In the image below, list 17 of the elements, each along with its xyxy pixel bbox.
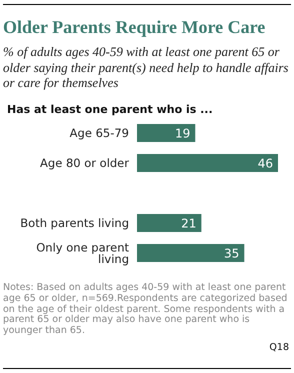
bar [137, 214, 202, 232]
y-tick-label: Only one parent living [36, 240, 130, 266]
y-tick-label: Age 65-79 [70, 126, 129, 140]
data-label: 46 [258, 156, 273, 170]
text: Q18 [269, 342, 289, 353]
bar [137, 154, 278, 172]
y-tick-label: Both parents living [20, 216, 129, 230]
chart-subtitle: % of adults ages 40-59 with at least one parent 65 or older saying their parent(s) need help to handle affairs or care for themselves [3, 44, 290, 90]
text: Has at least one parent who is ... [7, 103, 213, 116]
y-tick-label: Age 80 or older [40, 156, 130, 170]
data-label: 21 [181, 216, 196, 230]
chart-title: Older Parents Require More Care [3, 17, 266, 38]
data-label: 35 [224, 246, 240, 260]
bar [137, 244, 244, 262]
data-label: 19 [174, 126, 190, 140]
bar [137, 124, 196, 142]
text: Notes: Based on adults ages 40-59 with at least one parent age 65 or older, n=569.Respondents are categorized based on the age of their oldest parent. Some respondents with a parent 65 or older may also have one parent who is younger than 65. [3, 282, 288, 337]
